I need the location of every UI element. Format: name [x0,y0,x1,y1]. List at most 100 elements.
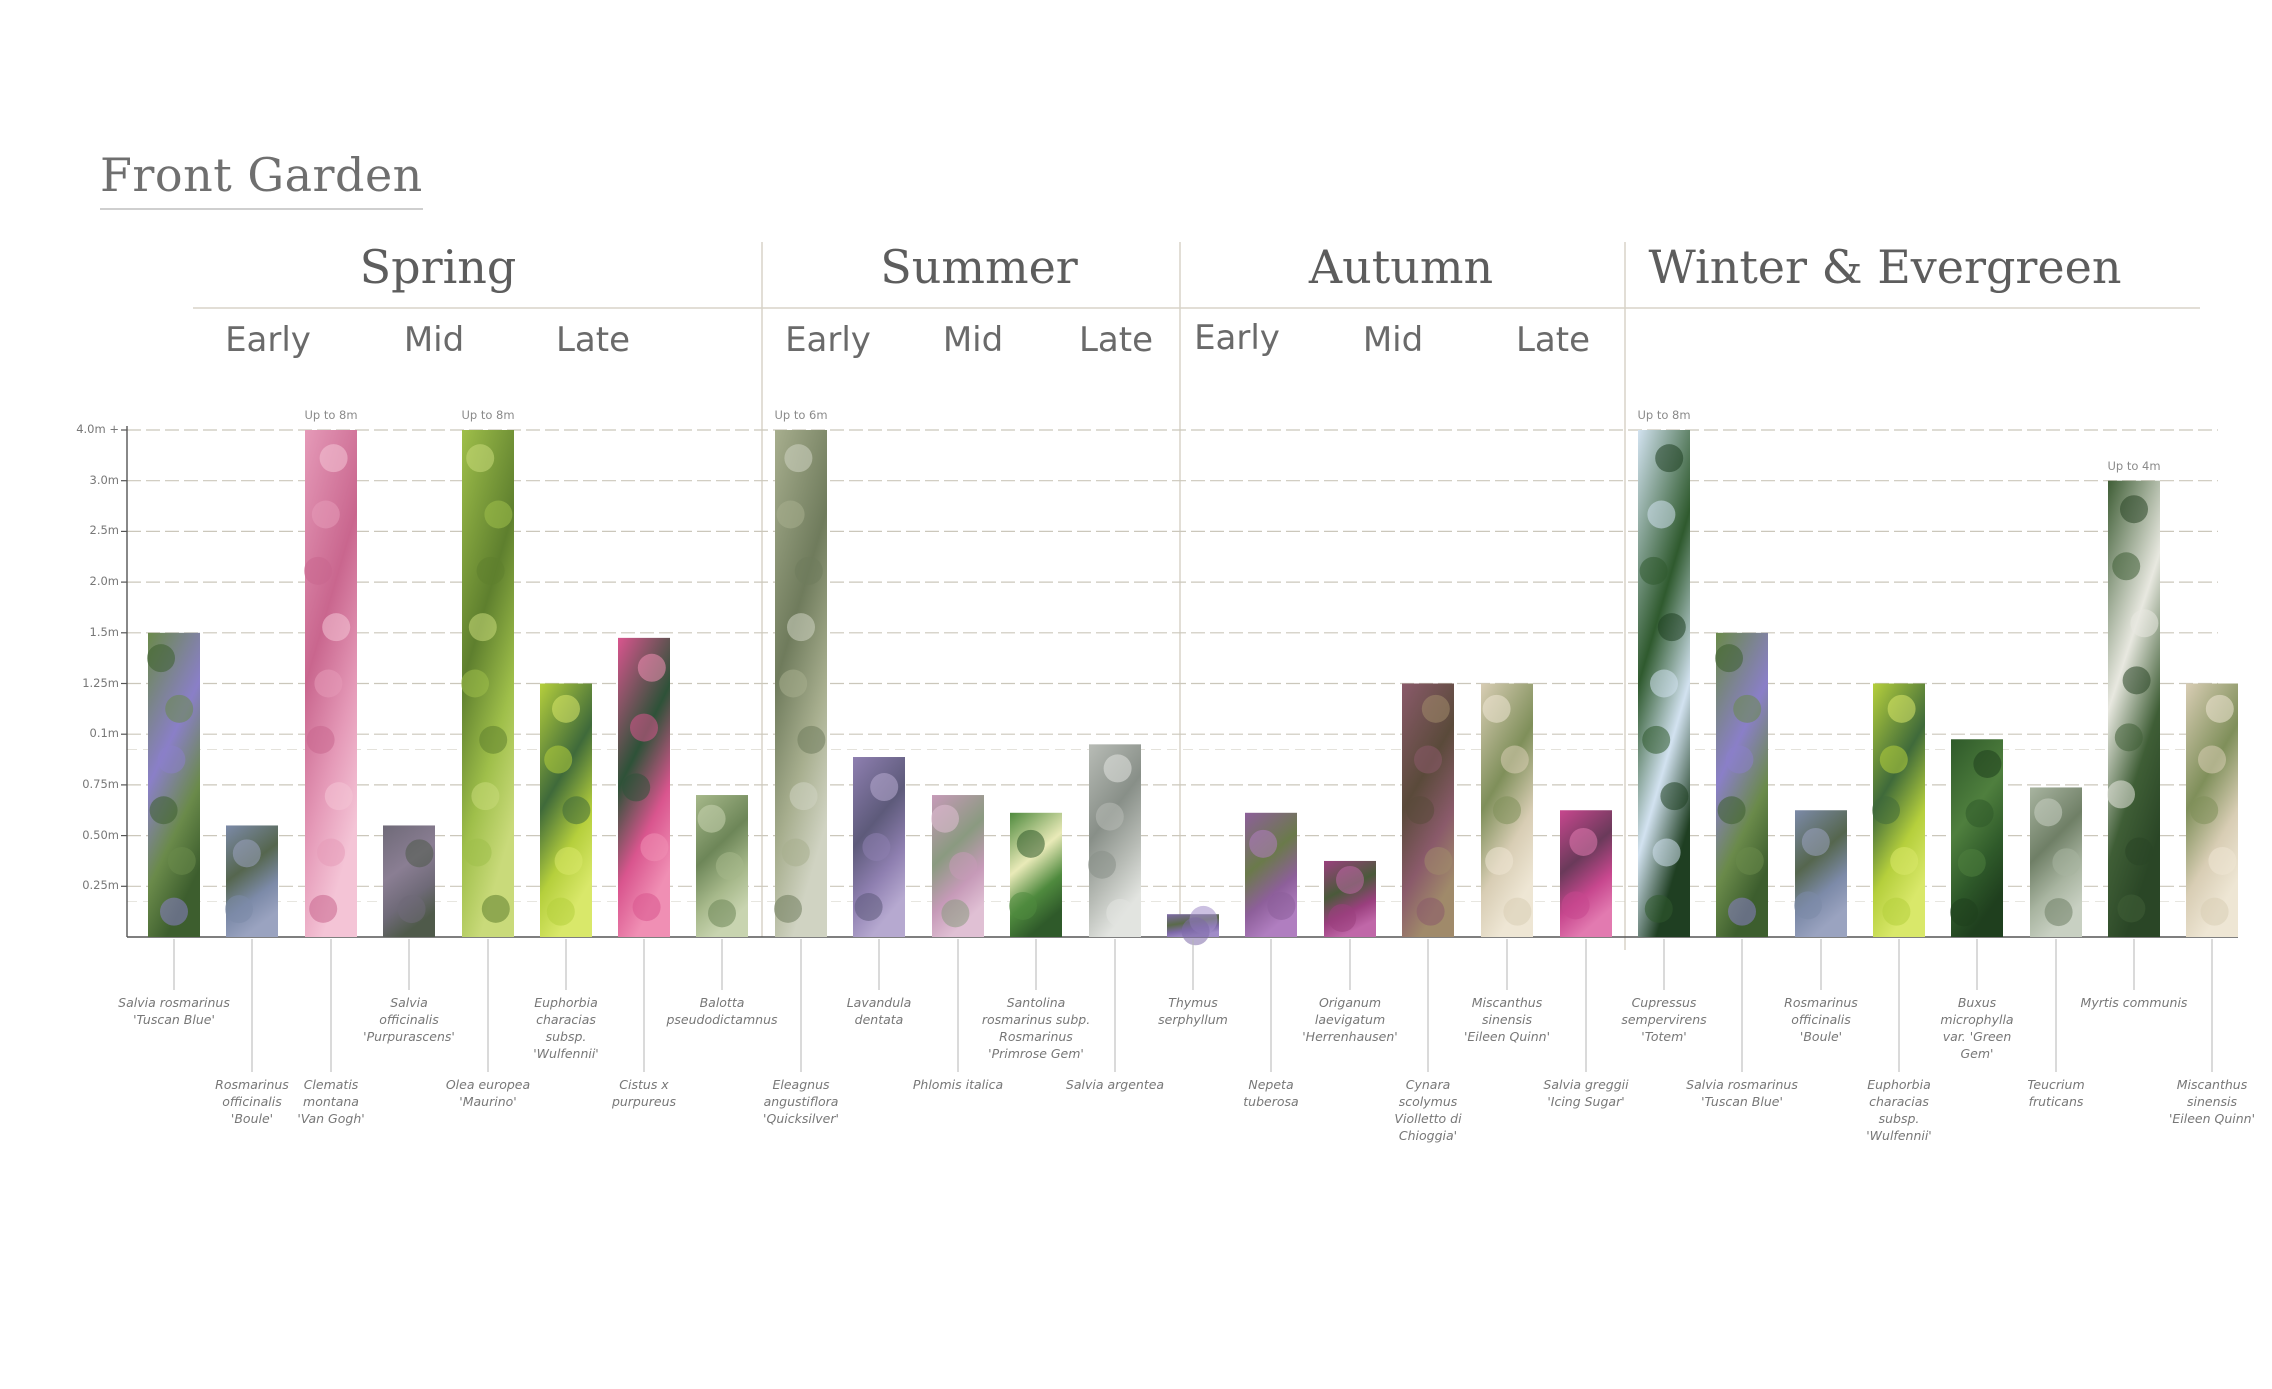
plant-bar-texture [862,833,891,862]
plant-bar-texture [776,500,805,529]
plant-bar-texture [1725,745,1754,774]
phase-summer-late: Late [1078,320,1154,360]
plant-bar-texture [787,613,815,642]
plant-bar-image [1716,632,1768,937]
plant-bar-texture [715,852,744,881]
plant-bar-texture [1735,846,1764,875]
plant-name-label: Euphorbia characias subsp. 'Wulfennii' [533,995,599,1061]
plant-bar-texture [2120,495,2148,524]
plant-bar-texture [463,838,492,867]
plant-name-label: Salvia rosmarinus 'Tuscan Blue' [118,995,230,1027]
plant-bar-texture [941,899,970,928]
plant-bar-texture [232,839,261,868]
plant-bar-texture [1106,898,1135,927]
plant-bar-texture [405,839,434,868]
plant-bar-texture [1569,827,1598,856]
y-tick-label: 2.0m [89,574,120,589]
plant-bar-texture [1642,725,1671,754]
y-tick-label: 2.5m [89,523,120,538]
plant-bar-texture [949,852,978,881]
plant-bar-texture [1095,802,1124,831]
plant-bar-texture [1957,848,1986,877]
plant-bar-texture [319,444,348,473]
plant-name-label: Buxus microphylla var. 'Green Gem' [1940,995,2014,1061]
plant-bar-texture [2034,798,2063,827]
y-tick-label: 0.1m [89,726,120,741]
y-tick-label: 0.50m [82,827,119,842]
plant-bar-texture [1416,897,1445,926]
plant-bar-texture [774,894,802,923]
plant-bar-texture [1973,749,2002,778]
plant-name-label: Origanum laevigatum 'Herrenhausen' [1302,995,1398,1044]
plant-bar-texture [484,500,513,529]
plant-bar-texture [797,725,826,754]
plant-bar-texture [1794,891,1822,920]
plant-bar-texture [1733,694,1762,723]
plant-bar-texture [468,613,497,642]
plant-bar [461,430,514,937]
plant-bar-texture [1088,850,1116,879]
plant-bar-texture [708,899,736,928]
plant-name-label: Salvia greggii 'Icing Sugar' [1543,1077,1629,1109]
page-title: Front Garden [100,148,423,210]
plant-bar-texture [157,745,186,774]
plant-bar-texture [931,804,959,833]
plant-bar-texture [1336,865,1364,894]
plant-bar-texture [562,796,591,825]
plant-bar-texture [1016,829,1045,858]
plant-bar [1560,810,1612,937]
plant-bar-texture [784,444,813,473]
plant-bar [147,632,200,937]
plant-bar [2030,787,2082,937]
plant-bar-texture [1728,897,1756,926]
plant-height-note: Up to 8m [461,408,515,422]
plant-bar-texture [2190,796,2219,825]
plant-name-label: Olea europea 'Maurino' [445,1077,531,1109]
plant-bar-texture [1421,694,1450,723]
phase-spring-early: Early [225,320,311,360]
plant-name-label: Teucrium fruticans [2027,1077,2085,1109]
plant-bar-texture [1181,917,1210,946]
plant-bar [774,430,827,937]
plant-bar-texture [311,500,340,529]
plant-name-label: Salvia rosmarinus 'Tuscan Blue' [1686,1077,1798,1109]
y-tick-label: 4.0m + [76,422,119,436]
plant-bar-texture [1503,897,1532,926]
plant-bar-texture [640,833,669,862]
phase-spring-late: Late [555,320,631,360]
plant-name-label: Balotta pseudodictamnus [666,995,778,1027]
plant-name-label: Eleagnus angustiflora 'Quicksilver' [763,1077,839,1126]
season-winter-evergreen: Winter & Evergreen [1648,240,2122,294]
phase-summer-early: Early [785,320,871,360]
plant-bar [1009,812,1062,937]
plant-bar-texture [1249,829,1278,858]
plant-bar [696,795,748,937]
plant-bar-texture [1887,694,1916,723]
plant-bar-texture [1715,644,1743,673]
plant-bar [1715,632,1768,937]
plant-name-label: Cynara scolymus Violletto di Chioggia' [1394,1077,1462,1143]
plant-bar-texture [1500,745,1529,774]
plant-bar [1245,812,1297,937]
plant-name-label: Salvia officinalis 'Purpurascens' [363,995,455,1044]
plant-bar [1324,860,1376,937]
plant-bar-texture [1493,796,1521,825]
plant-bar [304,430,357,937]
plant-name-label: Salvia argentea [1065,1077,1165,1092]
plant-bar-texture [167,846,196,875]
plant-bar-texture [1872,796,1900,825]
plant-bar [1402,683,1454,937]
plant-name-label: Phlomis italica [912,1077,1004,1092]
plant-name-label: Miscanthus sinensis 'Eileen Quinn' [1463,995,1551,1044]
plant-name-label: Nepeta tuberosa [1243,1077,1299,1109]
plant-bar-texture [2122,666,2151,695]
plant-bar-texture [2117,894,2146,923]
plant-bar-texture [1639,556,1668,585]
plant-bar-texture [2130,609,2159,638]
plant-bar-texture [1890,846,1919,875]
plant-bar-texture [1406,796,1435,825]
plant-name-label: Santolina rosmarinus subp. Rosmarinus 'P… [981,995,1091,1061]
plant-bar-texture [2200,897,2229,926]
plant-bar-texture [789,782,818,811]
